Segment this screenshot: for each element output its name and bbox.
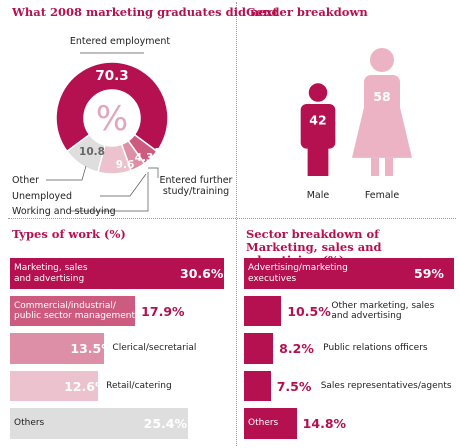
sector-category-label-line: and advertising <box>331 311 402 321</box>
donut-category-label: Other <box>12 175 39 186</box>
figure-head <box>308 83 328 102</box>
sector-bar <box>244 333 274 364</box>
gender-category-label: Female <box>365 190 400 201</box>
figure-skirt <box>352 107 412 158</box>
donut-center-label: % <box>96 99 128 139</box>
types-value-label: 30.6% <box>180 266 224 281</box>
types-work-chart: Marketing, sales and advertising 30.6% Comm… <box>10 258 224 439</box>
gender-chart: 42 Male 58 Female <box>300 48 412 201</box>
vertical-divider <box>236 2 237 446</box>
figure-leg <box>385 157 393 176</box>
types-value-label: 25.4% <box>143 416 187 431</box>
sector-value-label: 10.5% <box>287 303 331 319</box>
types-category-label: Marketing, sales and advertising <box>14 263 88 284</box>
types-bar <box>10 408 188 439</box>
types-bar <box>10 370 99 401</box>
gender-value-label: 58 <box>373 89 390 104</box>
donut-chart: 70.3 54.39.6 10.8% Entered employment Entere… <box>12 36 233 217</box>
donut-value-label: 10.8 <box>79 146 105 158</box>
sector-value-label: 7.5% <box>276 378 312 394</box>
donut-category-label: Working and studying <box>12 206 116 217</box>
figure-legs <box>307 143 329 176</box>
sector-category-label: Advertising/marketing executives <box>248 263 348 284</box>
sector-category-label: Public relations officers <box>323 343 427 354</box>
figure-torso <box>364 75 400 116</box>
types-category-label-line: Marketing, sales <box>14 263 88 273</box>
types-bar <box>10 258 224 289</box>
donut-category-label: Unemployed <box>12 191 72 202</box>
figure-leg <box>371 157 379 176</box>
sector-bar <box>244 258 454 289</box>
donut-category-label: Entered further study/training <box>160 175 233 197</box>
gender-category-label: Male <box>307 190 330 201</box>
types-category-label-line: Retail/catering <box>106 380 172 391</box>
types-category-label: Retail/catering <box>106 381 172 392</box>
types-bar <box>10 295 136 326</box>
types-bar <box>10 333 105 364</box>
gender-value-label: 42 <box>309 112 326 127</box>
sector-value-label: 8.2% <box>279 341 314 356</box>
donut-leader-line <box>46 165 87 181</box>
sector-value-label: 59% <box>414 266 444 281</box>
sector-category-label-line: executives <box>248 273 297 284</box>
types-category-label-line: Clerical/secretarial <box>112 343 197 353</box>
types-category-label-line: and advertising <box>14 273 85 284</box>
figure-head <box>370 48 394 72</box>
sector-value-label: 14.8% <box>302 416 347 431</box>
graduates-title: What 2008 marketing graduates did next <box>12 5 278 19</box>
sector-category-label-line: Advertising/marketing <box>248 263 348 273</box>
types-value-label: 13.5% <box>70 341 114 356</box>
donut-category-label-line: Entered further <box>160 175 233 186</box>
donut-category-label-line: study/training <box>163 186 229 197</box>
donut-category-label: Entered employment <box>70 36 171 47</box>
sector-category-label: Other marketing, sales and advertising <box>331 301 434 322</box>
types-category-label: Others <box>14 418 44 429</box>
types-value-label: 12.6% <box>64 378 108 394</box>
types-category-label: Commercial/industrial/public sector mana… <box>14 301 135 322</box>
donut-leader-line <box>148 167 159 178</box>
sector-bar <box>244 295 282 326</box>
donut-leader-line <box>100 173 147 197</box>
types-value-label: 17.9% <box>141 303 185 319</box>
sector-category-label: Others <box>248 418 279 428</box>
donut-hole <box>84 90 140 146</box>
types-category-label-line: Others <box>14 418 45 428</box>
sector-bar <box>244 408 297 439</box>
figure-body <box>300 103 336 149</box>
donut-leader-line <box>70 172 149 212</box>
donut-value-label: 5 <box>154 147 161 159</box>
sector-category-label-line: Public relations officers <box>323 343 428 353</box>
male-figure-icon <box>300 83 336 176</box>
sector-category-label-line: Sales representatives/agents <box>320 380 452 391</box>
types-category-label-line: Commercial/industrial/ <box>14 300 116 311</box>
donut-value-label: 4.3 <box>135 152 154 164</box>
types-category-label: Clerical/secretarial <box>112 343 196 354</box>
sector-category-label: Sales representatives/agents <box>321 381 452 392</box>
donut-value-label: 9.6 <box>116 159 135 171</box>
donut-value-label: 70.3 <box>95 68 128 84</box>
female-figure-icon <box>352 48 412 176</box>
sector-category-label-line: Other marketing, sales <box>331 300 435 311</box>
types-title: Types of work (%) <box>12 227 126 241</box>
gender-title: Gender breakdown <box>246 5 368 19</box>
horizontal-divider <box>8 218 456 219</box>
types-category-label-line: public sector management <box>14 311 135 321</box>
sector-bar <box>244 370 271 401</box>
